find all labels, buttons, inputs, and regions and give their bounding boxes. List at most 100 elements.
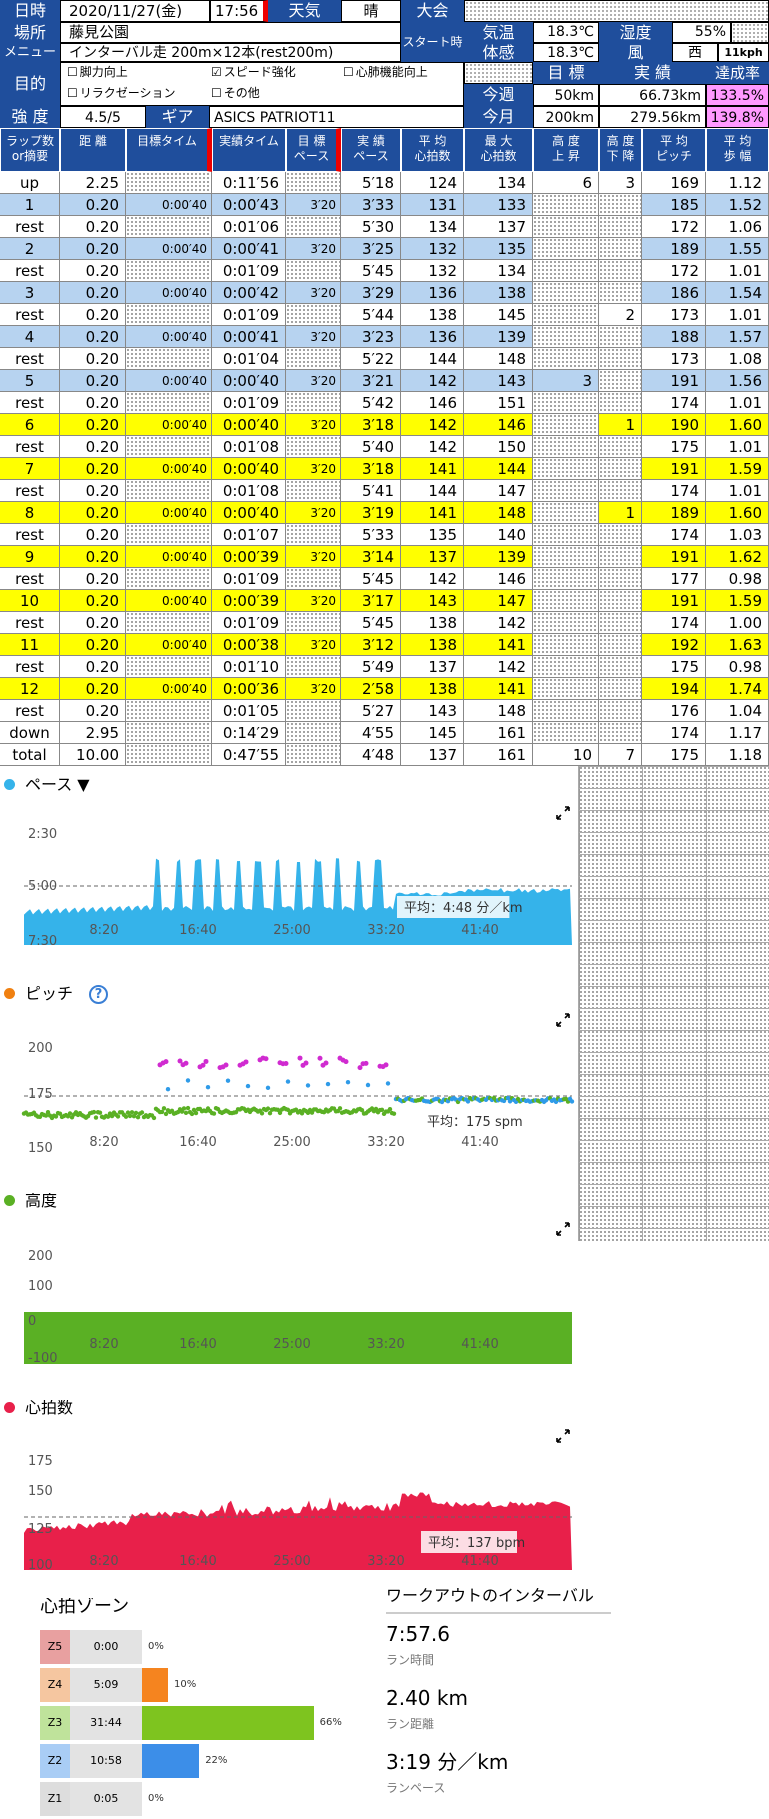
table-cell-apace: 5′27 — [341, 700, 401, 722]
table-cell-maxhr: 145 — [464, 304, 533, 326]
wind-label: 風 — [599, 43, 672, 62]
table-cell-tpace: 3′20 — [286, 678, 341, 700]
svg-text:平均：175 spm: 平均：175 spm — [427, 1115, 523, 1130]
help-icon[interactable]: ? — [89, 985, 108, 1004]
table-cell-actual: 0:00′40 — [212, 502, 286, 524]
actual-label: 実 績 — [599, 62, 706, 84]
expand-icon[interactable] — [555, 1221, 571, 1237]
table-header-cell: 目標タイム — [126, 128, 212, 172]
table-cell-hr: 132 — [401, 238, 464, 260]
table-cell-target: 0:00′40 — [126, 326, 212, 348]
start-time-label: スタート時 — [401, 22, 464, 62]
checkbox-icon[interactable]: ☐ — [211, 86, 222, 100]
purpose-option[interactable]: ☐ 脚力向上 — [67, 66, 128, 78]
table-cell-lap: rest — [0, 348, 60, 370]
header-line1: 平 均 — [643, 134, 705, 149]
chart-svg: 175150125100 8:20 16:40 25:00 33:20 41:40平均：1… — [0, 1445, 578, 1575]
table-cell-actual: 0:00′39 — [212, 590, 286, 612]
x-tick-label: 16:40 — [179, 1554, 216, 1569]
header-line1: 高 度 — [600, 134, 641, 149]
table-cell-hr: 144 — [401, 348, 464, 370]
table-cell-pitch: 172 — [642, 260, 706, 282]
table-cell-pitch: 191 — [642, 546, 706, 568]
pace-legend[interactable]: ペース ▼ — [4, 777, 90, 799]
header-line1: 平 均 — [707, 134, 768, 149]
table-cell-stride: 1.01 — [706, 436, 769, 458]
zone-time: 5:09 — [70, 1668, 142, 1702]
table-cell-stride: 1.60 — [706, 502, 769, 524]
workout-label: ランペース — [386, 1782, 586, 1798]
checkbox-icon[interactable]: ☑ — [211, 65, 222, 79]
purpose-option[interactable]: ☐ 心肺機能向上 — [343, 66, 428, 78]
checkbox-icon[interactable]: ☐ — [343, 65, 354, 79]
checkbox-icon[interactable]: ☐ — [67, 65, 78, 79]
header-line1: 目 標 — [287, 134, 336, 149]
x-tick-label: 41:40 — [461, 1554, 498, 1569]
table-cell-target: 0:00′40 — [126, 414, 212, 436]
table-cell-hr: 138 — [401, 678, 464, 700]
table-cell-dist: 0.20 — [60, 194, 126, 216]
table-cell-up — [533, 260, 599, 282]
table-cell-tpace: 3′20 — [286, 194, 341, 216]
table-cell-apace: 5′30 — [341, 216, 401, 238]
table-cell-hr: 134 — [401, 216, 464, 238]
temp-label: 気温 — [464, 22, 533, 43]
table-cell-down: 1 — [599, 414, 642, 436]
pitch-legend[interactable]: ピッチ? — [4, 985, 108, 1007]
table-cell-apace: 3′19 — [341, 502, 401, 524]
table-cell-target — [126, 480, 212, 502]
y-tick-label: 125 — [28, 1522, 53, 1537]
chart-title: ペース ▼ — [25, 777, 90, 794]
table-cell-maxhr: 141 — [464, 678, 533, 700]
table-cell-target: 0:00′40 — [126, 370, 212, 392]
expand-icon[interactable] — [555, 805, 571, 821]
week-actual: 66.73km — [599, 84, 706, 106]
table-cell-pitch: 190 — [642, 414, 706, 436]
heart-rate-legend[interactable]: 心拍数 — [4, 1400, 73, 1422]
table-cell-actual: 0:00′42 — [212, 282, 286, 304]
checkbox-icon[interactable]: ☐ — [67, 86, 78, 100]
table-cell-dist: 0.20 — [60, 678, 126, 700]
table-cell-lap: rest — [0, 480, 60, 502]
table-cell-maxhr: 146 — [464, 414, 533, 436]
expand-icon[interactable] — [555, 1012, 571, 1028]
chart-title: 心拍数 — [25, 1400, 73, 1417]
place-value: 藤見公園 — [60, 22, 401, 43]
table-cell-target — [126, 172, 212, 194]
table-cell-down — [599, 634, 642, 656]
table-cell-tpace — [286, 480, 341, 502]
table-cell-down — [599, 216, 642, 238]
table-cell-dist: 0.20 — [60, 546, 126, 568]
table-cell-target — [126, 744, 212, 766]
table-cell-lap: rest — [0, 304, 60, 326]
purpose-option[interactable]: ☐ その他 — [211, 87, 260, 99]
zone-percent: 0% — [148, 1794, 188, 1808]
elevation-legend[interactable]: 高度 — [4, 1193, 57, 1215]
table-cell-pitch: 185 — [642, 194, 706, 216]
table-cell-target — [126, 722, 212, 744]
zone-time: 10:58 — [70, 1744, 142, 1778]
table-cell-pitch: 173 — [642, 304, 706, 326]
table-cell-tpace — [286, 216, 341, 238]
table-cell-up: 3 — [533, 370, 599, 392]
header-line2: 下 降 — [600, 149, 641, 164]
table-cell-lap: 9 — [0, 546, 60, 568]
table-cell-pitch: 188 — [642, 326, 706, 348]
table-cell-pitch: 172 — [642, 216, 706, 238]
table-cell-hr: 136 — [401, 282, 464, 304]
table-cell-hr: 141 — [401, 458, 464, 480]
table-cell-tpace: 3′20 — [286, 458, 341, 480]
table-cell-target — [126, 436, 212, 458]
table-cell-up — [533, 524, 599, 546]
menu-label: メニュー — [0, 43, 60, 62]
table-cell-stride: 1.08 — [706, 348, 769, 370]
table-cell-maxhr: 142 — [464, 612, 533, 634]
purpose-option[interactable]: ☑ スピード強化 — [211, 66, 296, 78]
table-cell-apace: 5′18 — [341, 172, 401, 194]
purpose-option[interactable]: ☐ リラクゼーション — [67, 87, 176, 99]
table-header-cell: 平 均ピッチ — [642, 128, 706, 172]
table-cell-apace: 3′18 — [341, 458, 401, 480]
y-tick-label: -100 — [28, 1351, 58, 1366]
expand-icon[interactable] — [555, 1428, 571, 1444]
table-cell-dist: 0.20 — [60, 656, 126, 678]
